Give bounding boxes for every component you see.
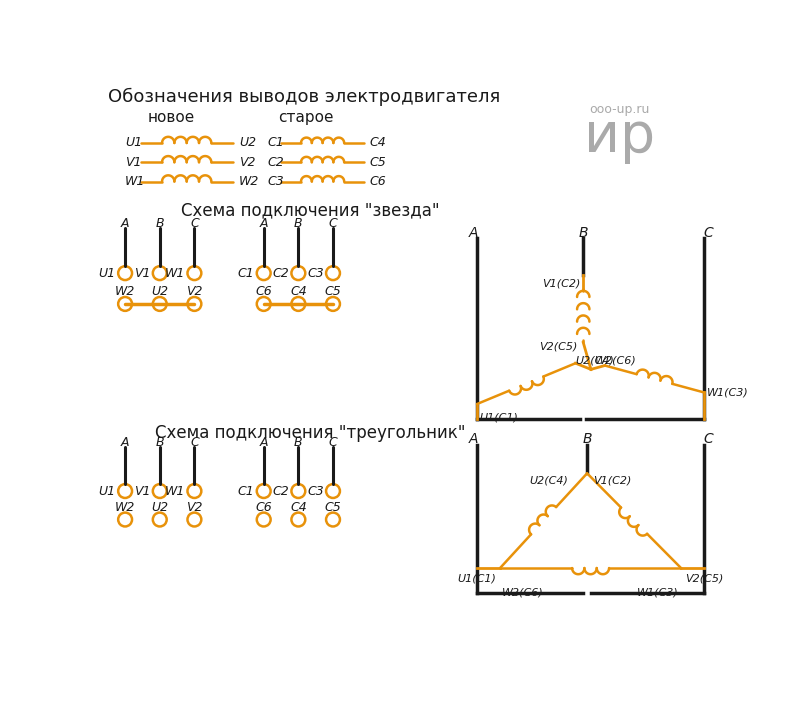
Text: W2: W2 [115,285,135,298]
Text: C4: C4 [370,137,386,149]
Text: W2: W2 [239,175,259,188]
Text: B: B [155,436,164,449]
Text: C: C [190,217,198,230]
Text: Схема подключения "треугольник": Схема подключения "треугольник" [154,425,465,442]
Text: B: B [155,217,164,230]
Text: U2(C4): U2(C4) [529,475,568,485]
Text: W1(C3): W1(C3) [637,588,679,598]
Text: C4: C4 [290,285,306,298]
Text: A: A [121,217,130,230]
Text: C3: C3 [307,484,324,498]
Text: Схема подключения "звезда": Схема подключения "звезда" [181,201,439,219]
Text: C3: C3 [267,175,284,188]
Text: A: A [259,217,268,230]
Text: A: A [469,432,478,446]
Text: ooo-up.ru: ooo-up.ru [590,103,650,115]
Text: C2: C2 [267,156,284,169]
Text: W1: W1 [165,267,185,279]
Text: U1(C1): U1(C1) [479,412,518,422]
Text: A: A [259,436,268,449]
Text: V2(C5): V2(C5) [685,574,723,584]
Text: U2(C4): U2(C4) [575,355,614,365]
Text: W2: W2 [115,501,135,514]
Text: V2: V2 [186,285,202,298]
Text: C: C [329,217,338,230]
Text: U2: U2 [239,137,256,149]
Text: V2(C5): V2(C5) [539,341,578,351]
Text: U1: U1 [125,137,142,149]
Text: A: A [121,436,130,449]
Text: W1(C3): W1(C3) [707,387,749,398]
Text: C1: C1 [238,484,254,498]
Text: W2(C6): W2(C6) [502,588,544,598]
Text: C6: C6 [255,501,272,514]
Text: C: C [704,226,714,240]
Text: C5: C5 [325,501,342,514]
Text: U1(C1): U1(C1) [458,574,496,584]
Text: W2(C6): W2(C6) [594,355,637,365]
Text: V2: V2 [239,156,255,169]
Text: C5: C5 [325,285,342,298]
Text: U2: U2 [151,285,168,298]
Text: B: B [294,217,302,230]
Text: C2: C2 [272,267,289,279]
Text: U1: U1 [98,484,116,498]
Text: B: B [294,436,302,449]
Text: V1(C2): V1(C2) [542,278,581,288]
Text: V1: V1 [125,156,142,169]
Text: V1: V1 [134,484,150,498]
Text: новое: новое [148,110,195,125]
Text: C6: C6 [370,175,386,188]
Text: U1: U1 [98,267,116,279]
Text: C6: C6 [255,285,272,298]
Text: C2: C2 [272,484,289,498]
Text: W1: W1 [125,175,146,188]
Text: C1: C1 [267,137,284,149]
Text: C4: C4 [290,501,306,514]
Text: V1: V1 [134,267,150,279]
Text: C1: C1 [238,267,254,279]
Text: Обозначения выводов электродвигателя: Обозначения выводов электродвигателя [108,88,501,106]
Text: W1: W1 [165,484,185,498]
Text: C: C [704,432,714,446]
Text: V2: V2 [186,501,202,514]
Text: C3: C3 [307,267,324,279]
Text: V1(C2): V1(C2) [594,475,632,485]
Text: C5: C5 [370,156,386,169]
Text: ир: ир [584,110,655,164]
Text: A: A [469,226,478,240]
Text: B: B [578,226,588,240]
Text: B: B [582,432,592,446]
Text: C: C [329,436,338,449]
Text: U2: U2 [151,501,168,514]
Text: C: C [190,436,198,449]
Text: старое: старое [278,110,334,125]
